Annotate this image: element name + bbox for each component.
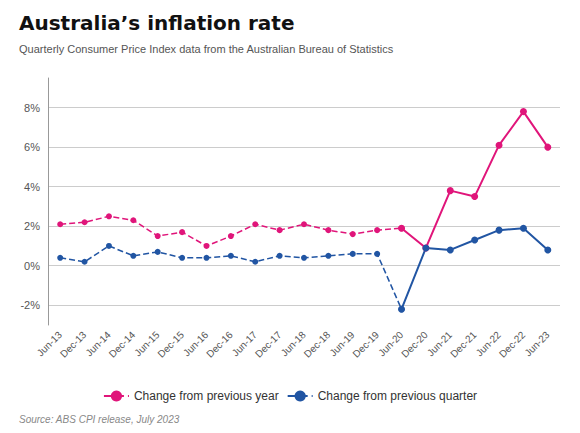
svg-text:4%: 4% [24, 181, 40, 193]
svg-text:Dec-19: Dec-19 [350, 329, 381, 360]
svg-text:Dec-13: Dec-13 [58, 329, 89, 360]
svg-text:Jun-14: Jun-14 [83, 329, 113, 359]
svg-text:Jun-18: Jun-18 [278, 329, 308, 359]
svg-text:Jun-17: Jun-17 [229, 329, 260, 359]
svg-text:Jun-20: Jun-20 [376, 329, 406, 359]
svg-text:Quarterly Consumer Price Index: Quarterly Consumer Price Index data from… [19, 43, 394, 55]
svg-text:Jun-16: Jun-16 [181, 329, 211, 359]
svg-text:Australia’s inflation rate: Australia’s inflation rate [19, 11, 294, 35]
svg-text:Change from previous year: Change from previous year [134, 389, 279, 403]
svg-text:Dec-14: Dec-14 [107, 329, 138, 360]
svg-text:Dec-16: Dec-16 [204, 329, 235, 360]
svg-text:2%: 2% [24, 220, 40, 232]
svg-text:Jun-23: Jun-23 [522, 329, 552, 359]
svg-text:Dec-15: Dec-15 [155, 329, 186, 360]
svg-text:Dec-22: Dec-22 [497, 329, 528, 360]
svg-text:Dec-18: Dec-18 [302, 329, 333, 360]
svg-text:0%: 0% [24, 260, 40, 272]
svg-text:Change from previous quarter: Change from previous quarter [318, 389, 477, 403]
svg-text:8%: 8% [24, 102, 40, 114]
svg-text:Dec-17: Dec-17 [253, 329, 284, 360]
svg-text:Dec-20: Dec-20 [399, 329, 430, 360]
svg-text:Jun-21: Jun-21 [424, 329, 455, 359]
svg-text:6%: 6% [24, 141, 40, 153]
svg-text:Jun-15: Jun-15 [132, 329, 162, 359]
svg-text:Jun-13: Jun-13 [34, 329, 65, 359]
svg-text:Jun-22: Jun-22 [473, 329, 503, 359]
svg-text:Dec-21: Dec-21 [448, 329, 479, 360]
svg-text:Jun-19: Jun-19 [327, 329, 357, 359]
svg-text:Source: ABS CPI release, July: Source: ABS CPI release, July 2023 [19, 414, 180, 425]
svg-text:-2%: -2% [20, 299, 40, 311]
